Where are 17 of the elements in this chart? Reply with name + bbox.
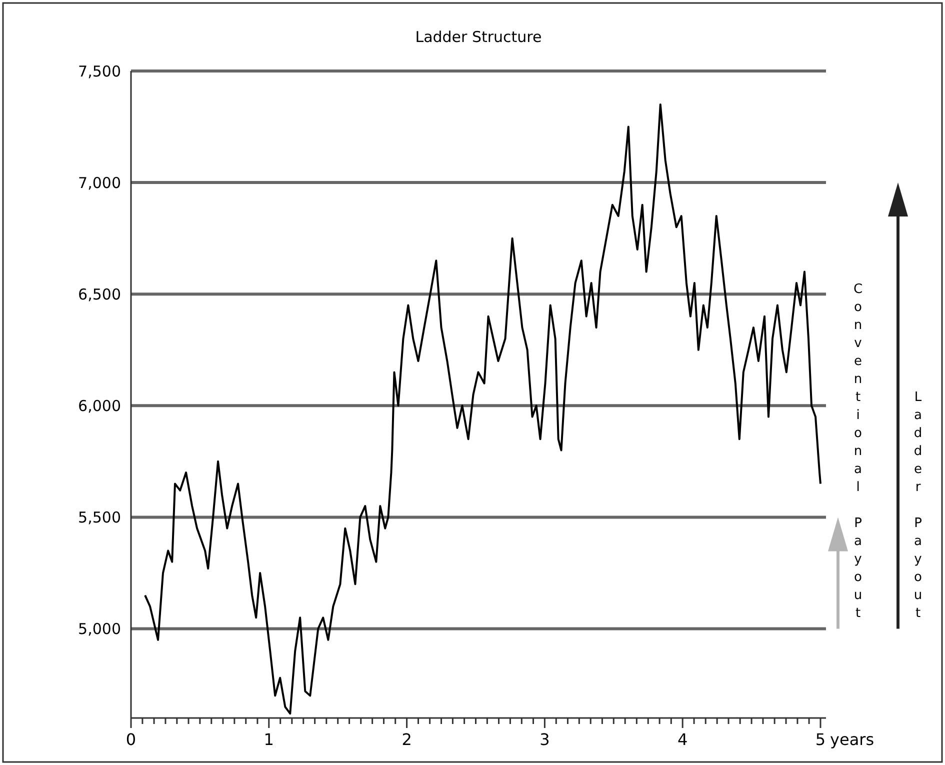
x-tick-label: 3	[540, 730, 550, 749]
y-tick-label: 7,000	[78, 174, 121, 192]
y-tick-label: 7,500	[78, 62, 121, 80]
line-series	[144, 103, 822, 715]
text: Conventional Payout	[850, 282, 866, 624]
text: Ladder Payout	[910, 390, 926, 624]
x-tick-label: 4	[677, 730, 688, 749]
chart-title: Ladder Structure	[415, 28, 542, 46]
x-tick-label: 2	[402, 730, 412, 749]
y-tick-label: 6,500	[78, 285, 121, 304]
x-tick-label: 5	[815, 730, 826, 749]
x-axis-title: years	[830, 730, 874, 749]
x-tick-label: 1	[264, 730, 274, 749]
x-tick-label: 0	[126, 730, 136, 749]
y-tick-label: 6,000	[78, 396, 121, 415]
y-tick-label: 5,000	[78, 620, 121, 638]
y-tick-label: 5,500	[78, 508, 121, 526]
